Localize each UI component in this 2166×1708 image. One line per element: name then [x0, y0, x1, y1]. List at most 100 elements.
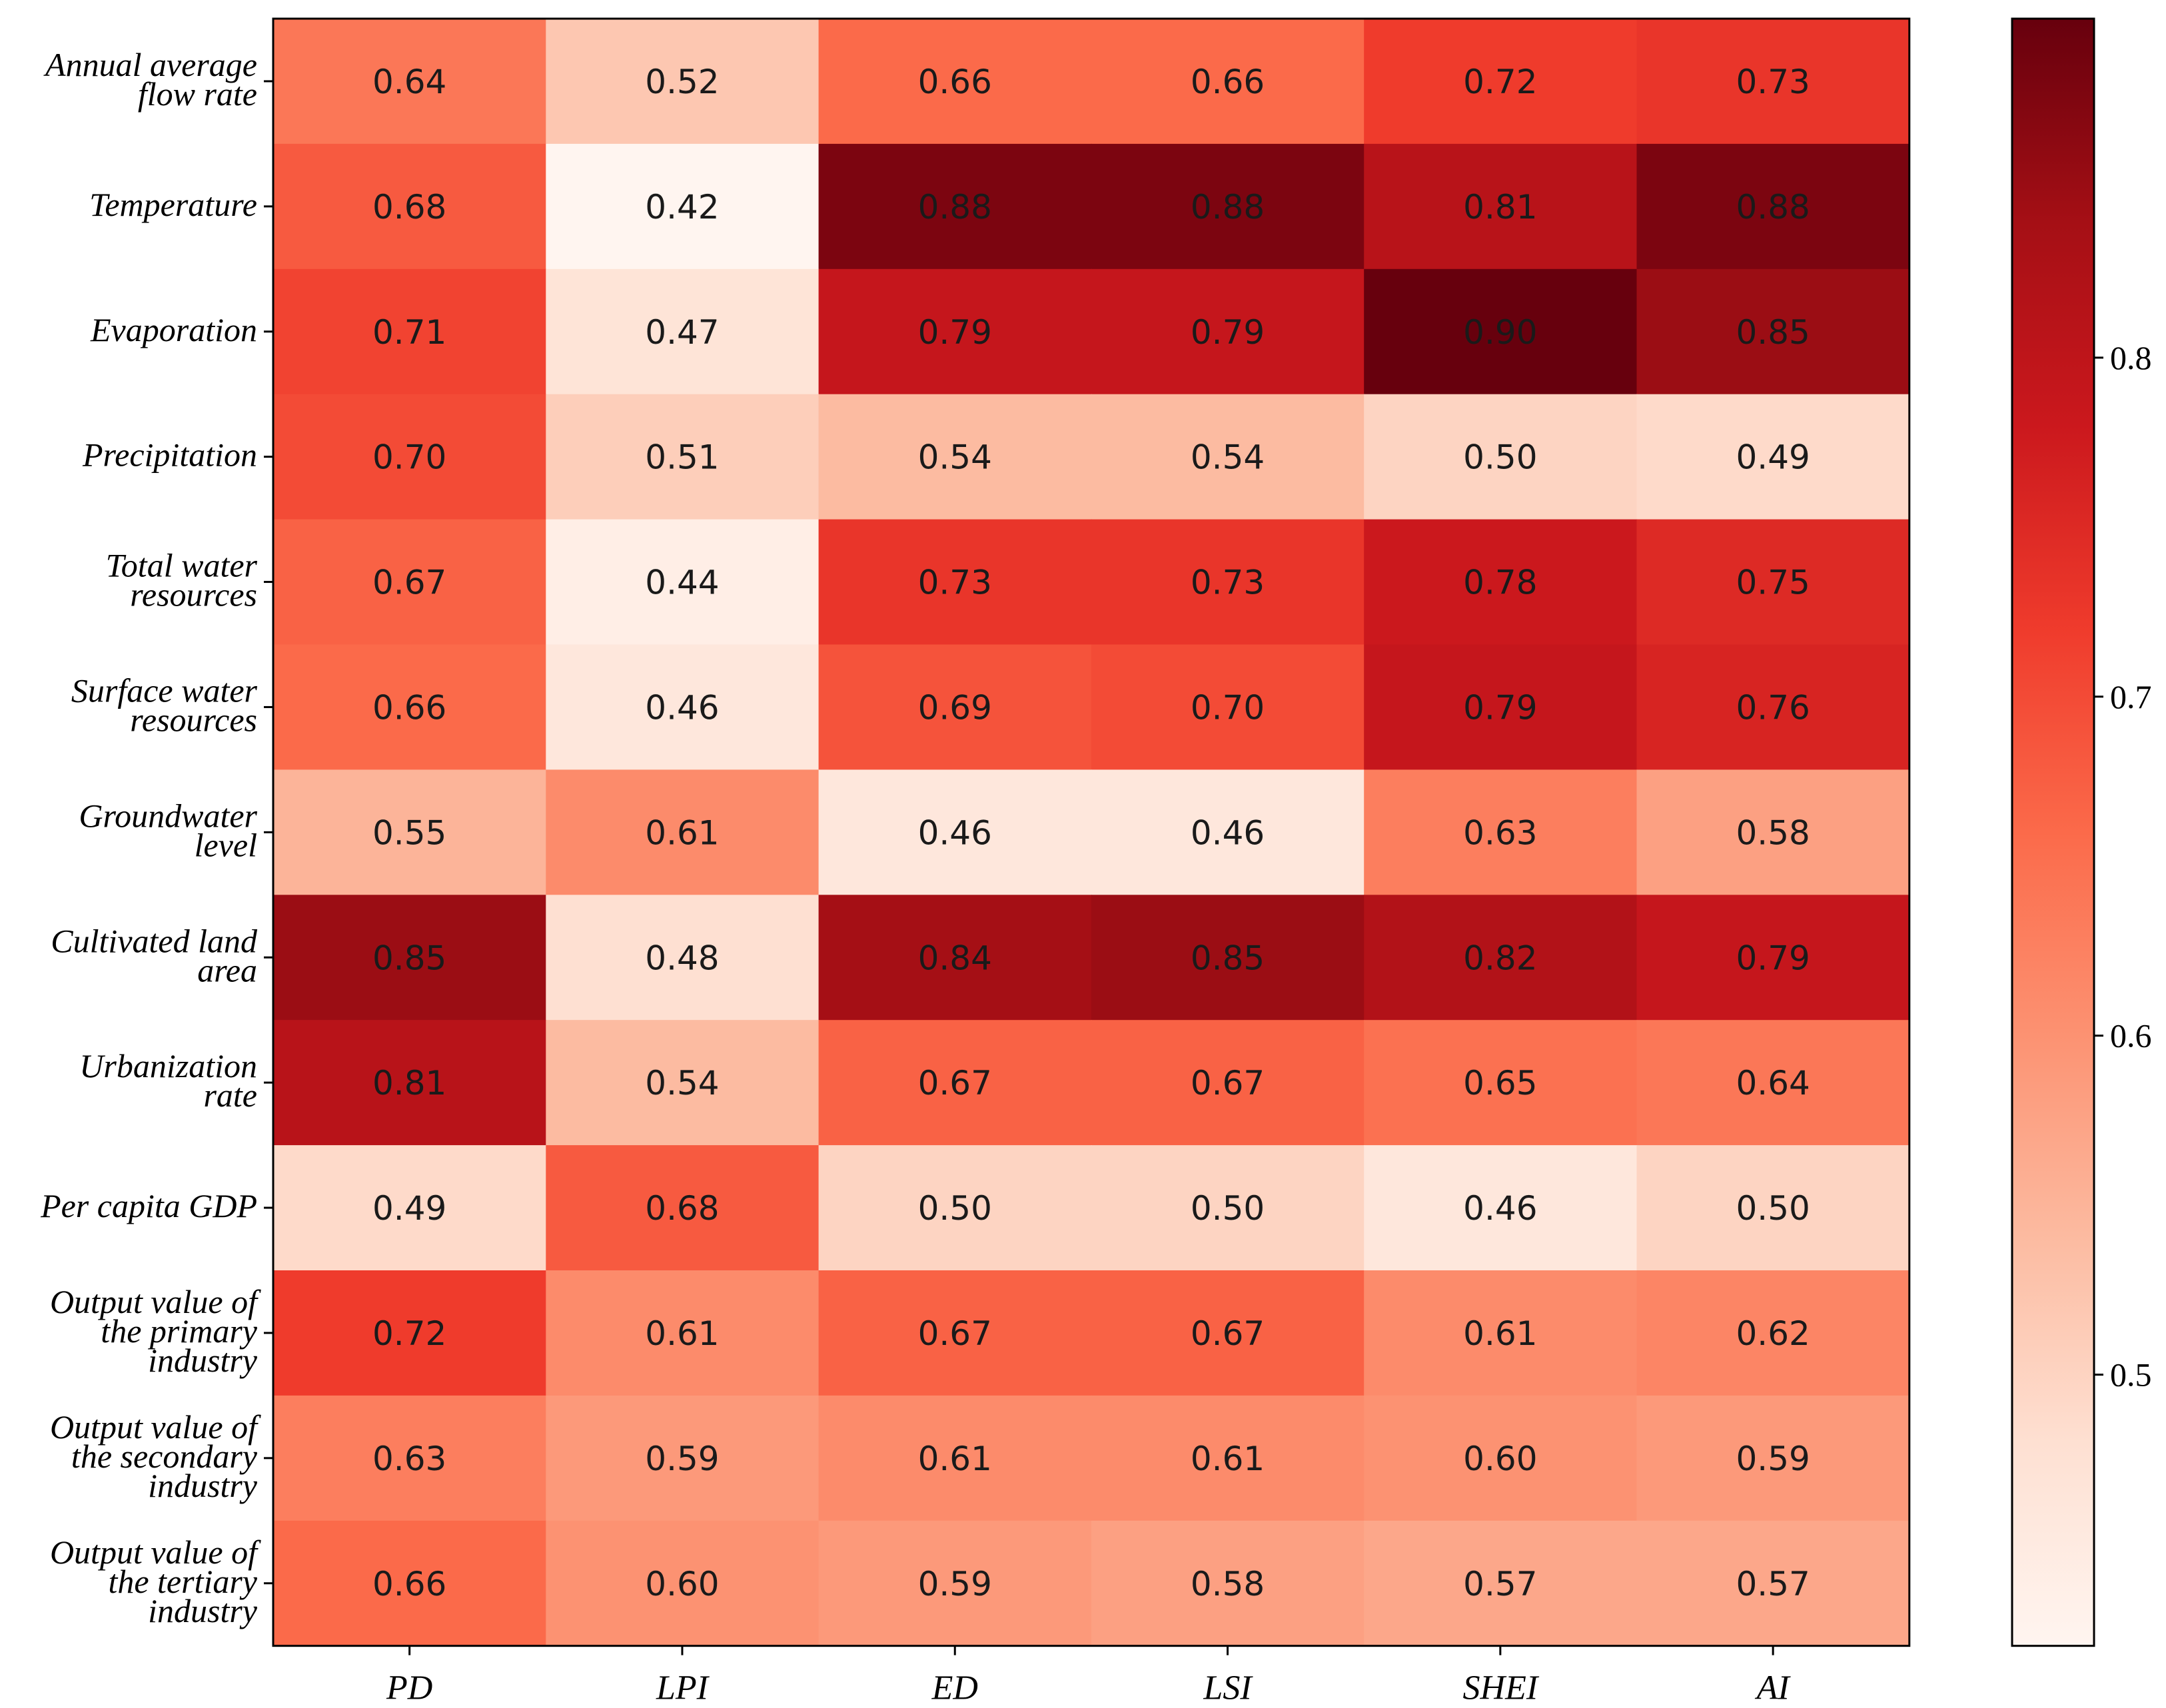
row-label: Evaporation [90, 311, 257, 348]
heatmap-cell [818, 1270, 1092, 1396]
column-label: ED [931, 1669, 978, 1707]
cell-value-label: 0.67 [918, 1314, 992, 1353]
cell-value-label: 0.46 [918, 813, 992, 852]
heatmap-cell [1364, 394, 1638, 520]
row-label: Per capita GDP [40, 1187, 257, 1224]
heatmap-cell [1636, 143, 1910, 270]
heatmap-cell [273, 1270, 547, 1396]
heatmap-cell [273, 268, 547, 395]
cell-value-label: 0.61 [645, 1314, 719, 1353]
heatmap-cell [273, 143, 547, 270]
cell-value-label: 0.59 [645, 1440, 719, 1478]
heatmap-cell [1636, 268, 1910, 395]
heatmap-cell [818, 19, 1092, 145]
cell-value-label: 0.61 [645, 813, 719, 852]
colorbar: 0.5 0.6 0.7 0.8 [2011, 17, 2152, 1647]
heatmap-cell [1364, 1020, 1638, 1146]
heatmap-cell [546, 19, 819, 145]
heatmap-cell [1091, 143, 1364, 270]
heatmap-cell [1364, 644, 1638, 771]
heatmap-cell [1091, 644, 1364, 771]
heatmap-cell [546, 644, 819, 771]
cell-value-label: 0.50 [1191, 1189, 1265, 1228]
colorbar-tick-label: 0.7 [2110, 678, 2152, 715]
heatmap-cell [818, 1395, 1092, 1521]
row-label: rate [203, 1076, 257, 1114]
heatmap-cell [1091, 1145, 1364, 1271]
heatmap-cell [1091, 1520, 1364, 1647]
heatmap-cell [546, 895, 819, 1021]
cell-value-label: 0.85 [372, 939, 446, 977]
cell-value-label: 0.67 [918, 1064, 992, 1102]
cell-value-label: 0.61 [1191, 1440, 1265, 1478]
heatmap-cell [546, 519, 819, 645]
heatmap-cell [1636, 895, 1910, 1021]
row-label: Urbanization [79, 1047, 257, 1084]
cell-value-label: 0.63 [1463, 813, 1537, 852]
cell-value-label: 0.88 [918, 188, 992, 226]
cell-value-label: 0.57 [1736, 1565, 1810, 1603]
colorbar-tick-label: 0.6 [2110, 1017, 2152, 1055]
heatmap-cell [1364, 268, 1638, 395]
heatmap-cell [818, 1020, 1092, 1146]
cell-value-label: 0.59 [918, 1565, 992, 1603]
heatmap-cell [1636, 644, 1910, 771]
cell-value-label: 0.58 [1191, 1565, 1265, 1603]
heatmap-cell [1364, 1270, 1638, 1396]
cell-value-label: 0.49 [1736, 438, 1810, 477]
heatmap-cell [818, 644, 1092, 771]
cell-value-label: 0.73 [918, 564, 992, 602]
heatmap-cell [546, 143, 819, 270]
cell-value-label: 0.50 [1463, 438, 1537, 477]
cell-value-label: 0.72 [372, 1314, 446, 1353]
row-label: Temperature [89, 186, 257, 223]
cell-value-label: 0.73 [1736, 63, 1810, 101]
row-label: level [195, 826, 257, 863]
heatmap-cell [818, 143, 1092, 270]
heatmap-cell [818, 1520, 1092, 1647]
cell-value-label: 0.84 [918, 939, 992, 977]
heatmap-cell [1091, 268, 1364, 395]
heatmap-cell [818, 895, 1092, 1021]
cell-value-label: 0.51 [645, 438, 719, 477]
cell-value-label: 0.65 [1463, 1064, 1537, 1102]
heatmap-cell [818, 394, 1092, 520]
column-label: LPI [656, 1669, 710, 1707]
cell-value-label: 0.79 [1736, 939, 1810, 977]
cell-value-label: 0.88 [1191, 188, 1265, 226]
cell-value-label: 0.66 [1191, 63, 1265, 101]
heatmap-cell [273, 1520, 547, 1647]
cell-value-label: 0.78 [1463, 564, 1537, 602]
cell-value-label: 0.54 [645, 1064, 719, 1102]
heatmap-cell [1636, 1020, 1910, 1146]
row-label: industry [148, 1342, 258, 1379]
heatmap-cell [1364, 143, 1638, 270]
cell-value-label: 0.52 [645, 63, 719, 101]
row-label: area [197, 951, 257, 989]
cell-value-label: 0.67 [1191, 1064, 1265, 1102]
cell-value-label: 0.66 [372, 688, 446, 727]
cell-value-label: 0.69 [918, 688, 992, 727]
cell-value-label: 0.46 [1463, 1189, 1537, 1228]
cell-value-label: 0.79 [1463, 688, 1537, 727]
heatmap-cell [1636, 1145, 1910, 1271]
cell-value-label: 0.63 [372, 1440, 446, 1478]
cell-value-label: 0.79 [1191, 313, 1265, 352]
cell-value-label: 0.70 [372, 438, 446, 477]
heatmap-cell [1636, 19, 1910, 145]
row-label: Groundwater [79, 797, 257, 834]
cell-value-label: 0.50 [918, 1189, 992, 1228]
heatmap-cell [1364, 1395, 1638, 1521]
heatmap-cell [1091, 1020, 1364, 1146]
cell-value-label: 0.44 [645, 564, 719, 602]
row-label: flow rate [138, 75, 257, 113]
row-label: Output value of [50, 1533, 261, 1571]
cell-value-label: 0.81 [1463, 188, 1537, 226]
heatmap-cell [818, 268, 1092, 395]
heatmap-cell [1636, 1270, 1910, 1396]
cell-value-label: 0.70 [1191, 688, 1265, 727]
column-label: AI [1755, 1669, 1792, 1707]
cell-value-label: 0.66 [918, 63, 992, 101]
cell-value-label: 0.82 [1463, 939, 1537, 977]
